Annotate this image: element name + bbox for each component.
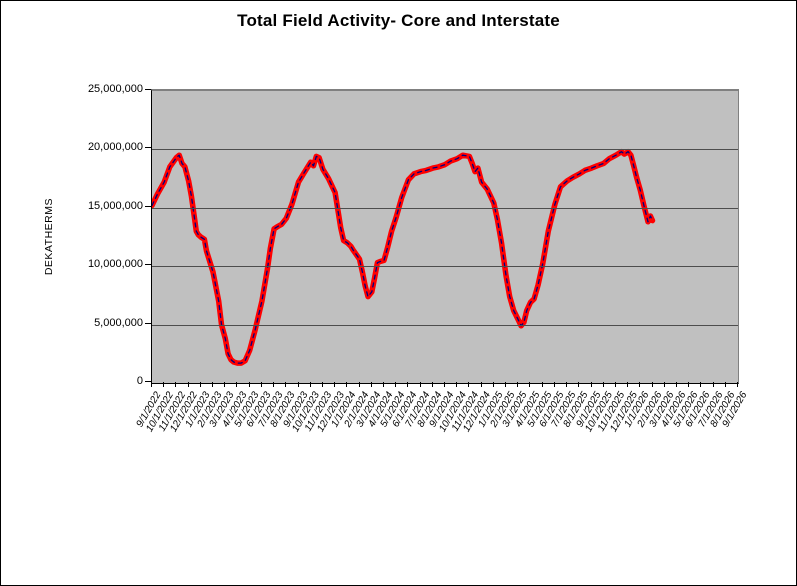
- x-tick-mark: [529, 382, 531, 387]
- x-tick-mark: [431, 382, 433, 387]
- x-tick-mark: [480, 382, 482, 387]
- y-axis-title-text: DEKATHERMS: [43, 197, 55, 276]
- x-tick-mark: [407, 382, 409, 387]
- gridline: [152, 266, 738, 268]
- y-tick-label: 20,000,000: [87, 141, 143, 154]
- x-tick-mark: [285, 382, 287, 387]
- x-tick-mark: [321, 382, 323, 387]
- y-tick-mark: [145, 322, 151, 324]
- x-tick-mark: [260, 382, 262, 387]
- chart-title: Total Field Activity- Core and Interstat…: [237, 11, 560, 30]
- gridline: [152, 149, 738, 151]
- x-tick-mark: [566, 382, 568, 387]
- x-tick-mark: [456, 382, 458, 387]
- gridline: [152, 324, 738, 326]
- y-tick-label: 5,000,000: [94, 316, 143, 329]
- line-series-layer: [152, 148, 656, 366]
- y-tick-label: 15,000,000: [87, 199, 143, 212]
- y-tick-mark: [145, 89, 151, 90]
- series-line-dashed-overlay: [152, 151, 654, 364]
- gridline: [152, 207, 738, 209]
- x-tick-mark: [419, 382, 421, 387]
- series-line-red: [152, 148, 656, 366]
- x-tick-mark: [334, 382, 336, 387]
- x-tick-mark: [297, 382, 299, 387]
- x-tick-mark: [553, 382, 555, 387]
- x-tick-mark: [627, 382, 629, 387]
- x-tick-mark: [541, 382, 543, 387]
- x-tick-mark: [175, 382, 177, 387]
- x-tick-mark: [236, 382, 238, 387]
- x-tick-mark: [590, 382, 592, 387]
- y-axis-title: DEKATHERMS: [41, 89, 57, 384]
- x-tick-mark: [700, 382, 702, 387]
- y-tick-label: 10,000,000: [87, 258, 143, 271]
- x-tick-mark: [737, 382, 738, 387]
- x-tick-mark: [309, 382, 311, 387]
- x-tick-mark: [505, 382, 507, 387]
- y-tick-mark: [145, 381, 151, 382]
- y-tick-label: 0: [136, 375, 143, 387]
- x-tick-mark: [675, 382, 677, 387]
- y-tick-mark: [145, 264, 151, 266]
- x-tick-mark: [614, 382, 616, 387]
- x-tick-mark: [663, 382, 665, 387]
- x-tick-mark: [382, 382, 384, 387]
- x-tick-mark: [468, 382, 470, 387]
- x-tick-mark: [492, 382, 494, 387]
- x-tick-mark: [273, 382, 275, 387]
- x-tick-mark: [651, 382, 653, 387]
- x-tick-mark: [212, 382, 214, 387]
- x-tick-mark: [163, 382, 165, 387]
- x-tick-mark: [248, 382, 250, 387]
- x-tick-mark: [224, 382, 226, 387]
- x-tick-mark: [444, 382, 445, 387]
- x-tick-mark: [712, 382, 714, 387]
- x-tick-mark: [395, 382, 397, 387]
- x-tick-mark: [578, 382, 580, 387]
- x-tick-mark: [639, 382, 641, 387]
- x-tick-mark: [346, 382, 348, 387]
- x-tick-mark: [370, 382, 372, 387]
- x-tick-mark: [187, 382, 189, 387]
- plot-area: [151, 89, 739, 384]
- x-tick-mark: [688, 382, 690, 387]
- x-tick-mark: [199, 382, 201, 387]
- x-tick-mark: [724, 382, 726, 387]
- y-tick-mark: [145, 205, 151, 207]
- x-tick-mark: [602, 382, 604, 387]
- x-tick-mark: [151, 382, 152, 387]
- y-tick-label: 25,000,000: [87, 83, 143, 95]
- x-tick-mark: [517, 382, 519, 387]
- y-tick-mark: [145, 147, 151, 149]
- x-tick-mark: [358, 382, 360, 387]
